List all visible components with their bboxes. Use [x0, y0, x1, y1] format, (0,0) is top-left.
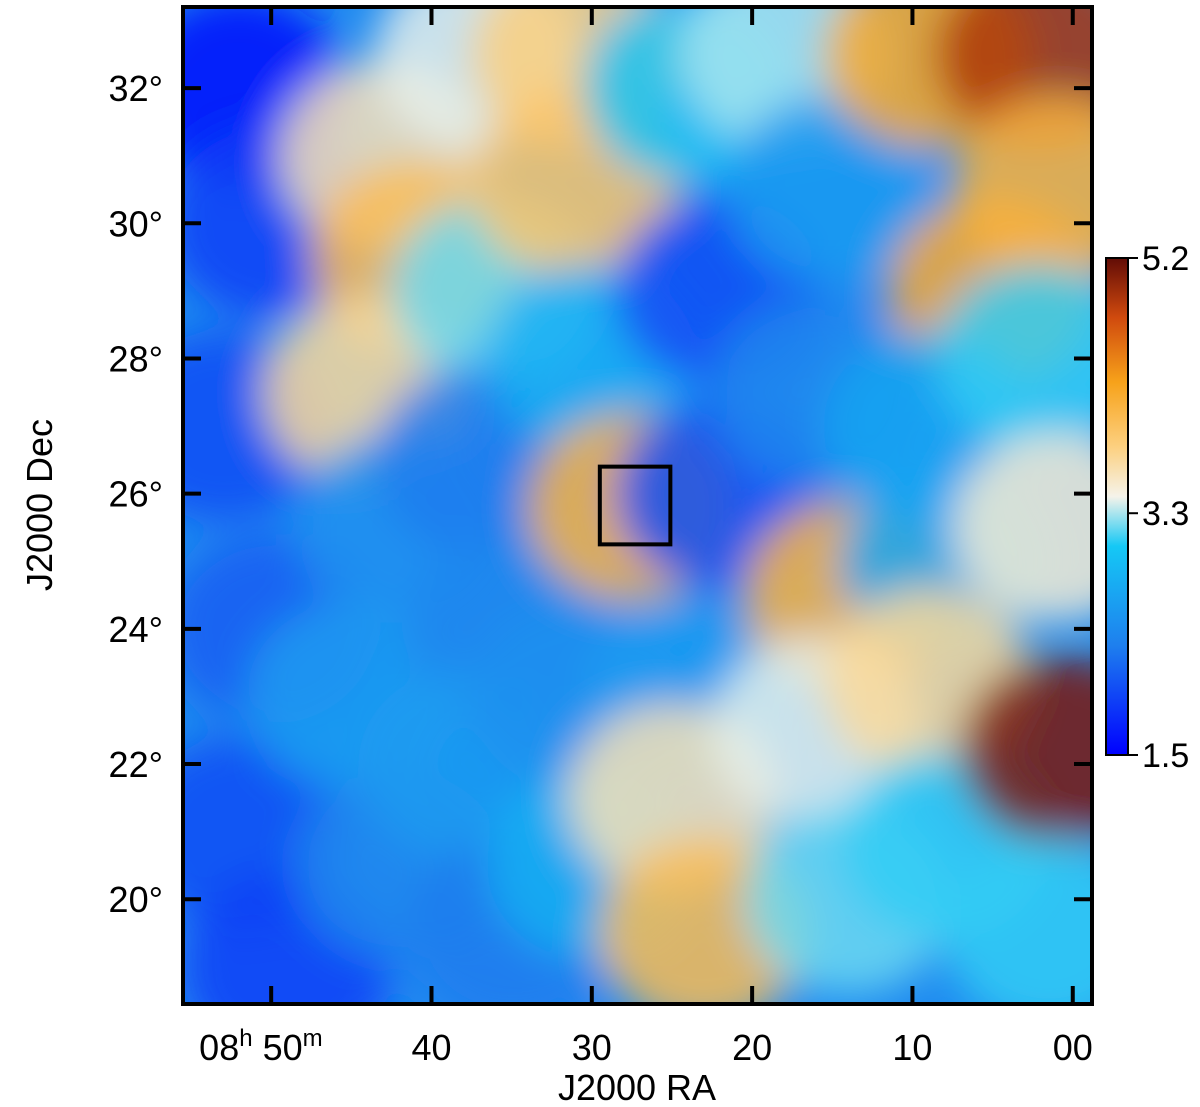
x-axis-ticks: 08h 50m 40 30 20 10 00 — [199, 7, 1093, 1068]
colorbar-tick-label: 1.5 — [1142, 737, 1189, 775]
y-tick-label: 20° — [109, 879, 163, 920]
heatmap-cell — [951, 432, 1092, 623]
colorbar-ticks: 5.2 3.3 1.5 — [1128, 240, 1189, 775]
y-axis-label: J2000 Dec — [19, 419, 60, 591]
marked-region-box — [597, 464, 673, 547]
x-tick-label: 08h 50m — [199, 1025, 322, 1068]
x-tick-label: 10 — [892, 1027, 932, 1068]
y-tick-label: 28° — [109, 338, 163, 379]
heatmap-cell — [935, 263, 1092, 454]
heatmap-cell — [943, 838, 1092, 1004]
colorbar-tick-label: 5.2 — [1142, 240, 1189, 278]
y-tick-label: 32° — [109, 68, 163, 109]
y-tick-label: 24° — [109, 609, 163, 650]
plot-frame — [181, 5, 1094, 1006]
x-tick-label: 00 — [1053, 1027, 1093, 1068]
heatmap-cell — [727, 94, 938, 285]
y-tick-label: 30° — [109, 203, 163, 244]
x-tick-label: 30 — [572, 1027, 612, 1068]
heatmap-cell — [959, 655, 1092, 846]
x-axis-label: J2000 RA — [558, 1067, 716, 1107]
y-tick-label: 22° — [109, 744, 163, 785]
y-tick-label: 26° — [109, 474, 163, 515]
colorbar-gradient — [1105, 257, 1129, 756]
x-tick-label: 20 — [732, 1027, 772, 1068]
colorbar: 5.2 3.3 1.5 — [1105, 240, 1189, 775]
heatmap-cell — [951, 94, 1092, 285]
heatmap-field — [183, 7, 1092, 1004]
colorbar-tick-label: 3.3 — [1142, 495, 1189, 533]
x-tick-label: 40 — [411, 1027, 451, 1068]
y-axis-ticks: 20° 22° 24° 26° 28° 30° 32° — [109, 68, 1092, 920]
